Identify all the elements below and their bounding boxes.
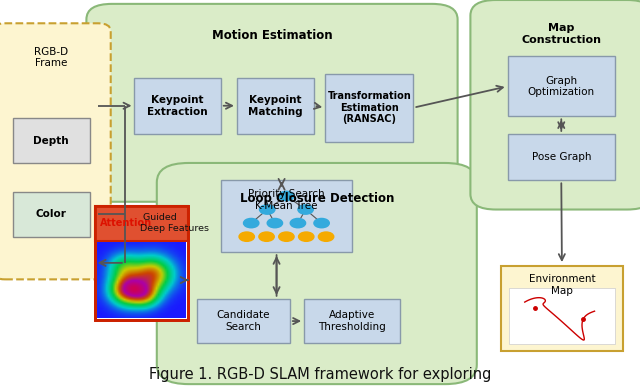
Circle shape xyxy=(243,218,259,228)
Text: Keypoint
Extraction: Keypoint Extraction xyxy=(147,95,208,116)
Bar xyxy=(95,206,188,241)
Circle shape xyxy=(267,218,282,228)
Bar xyxy=(95,206,188,320)
Bar xyxy=(501,266,623,351)
Circle shape xyxy=(314,218,329,228)
Bar xyxy=(13,192,90,237)
FancyBboxPatch shape xyxy=(0,23,111,279)
Text: Depth: Depth xyxy=(33,136,69,146)
Text: Candidate
Search: Candidate Search xyxy=(217,310,270,332)
FancyBboxPatch shape xyxy=(157,163,477,384)
Circle shape xyxy=(298,232,314,241)
Circle shape xyxy=(239,232,254,241)
Bar xyxy=(221,180,352,252)
Text: Priority Search
K-Mean Tree: Priority Search K-Mean Tree xyxy=(248,189,324,211)
Text: Graph
Optimization: Graph Optimization xyxy=(528,76,595,97)
FancyBboxPatch shape xyxy=(470,0,640,210)
Text: Guided
Deep Features: Guided Deep Features xyxy=(140,213,209,233)
Circle shape xyxy=(279,232,294,241)
Text: Pose Graph: Pose Graph xyxy=(532,152,591,162)
Bar xyxy=(304,299,400,343)
Text: Figure 1. RGB-D SLAM framework for exploring: Figure 1. RGB-D SLAM framework for explo… xyxy=(149,367,491,382)
Text: Keypoint
Matching: Keypoint Matching xyxy=(248,95,303,116)
Bar xyxy=(237,78,314,134)
Bar xyxy=(95,206,188,320)
Text: Environment
Map: Environment Map xyxy=(529,274,595,296)
Bar xyxy=(134,78,221,134)
Text: RGB-D
Frame: RGB-D Frame xyxy=(35,47,68,68)
FancyBboxPatch shape xyxy=(86,4,458,202)
Text: Map
Construction: Map Construction xyxy=(522,23,602,45)
Circle shape xyxy=(259,232,275,241)
Circle shape xyxy=(319,232,334,241)
Text: Motion Estimation: Motion Estimation xyxy=(212,29,332,42)
Bar xyxy=(13,118,90,163)
Text: Loop Closure Detection: Loop Closure Detection xyxy=(239,192,394,205)
Circle shape xyxy=(279,191,294,201)
Text: Color: Color xyxy=(36,210,67,219)
Text: Adaptive
Thresholding: Adaptive Thresholding xyxy=(318,310,386,332)
Text: Attention: Attention xyxy=(100,218,152,228)
Circle shape xyxy=(260,205,275,214)
Bar xyxy=(508,56,615,116)
Bar xyxy=(508,134,615,180)
Bar xyxy=(509,288,615,344)
Circle shape xyxy=(290,218,306,228)
Text: Transformation
Estimation
(RANSAC): Transformation Estimation (RANSAC) xyxy=(328,91,411,124)
Bar xyxy=(325,74,413,142)
Circle shape xyxy=(298,205,314,214)
Bar xyxy=(197,299,290,343)
